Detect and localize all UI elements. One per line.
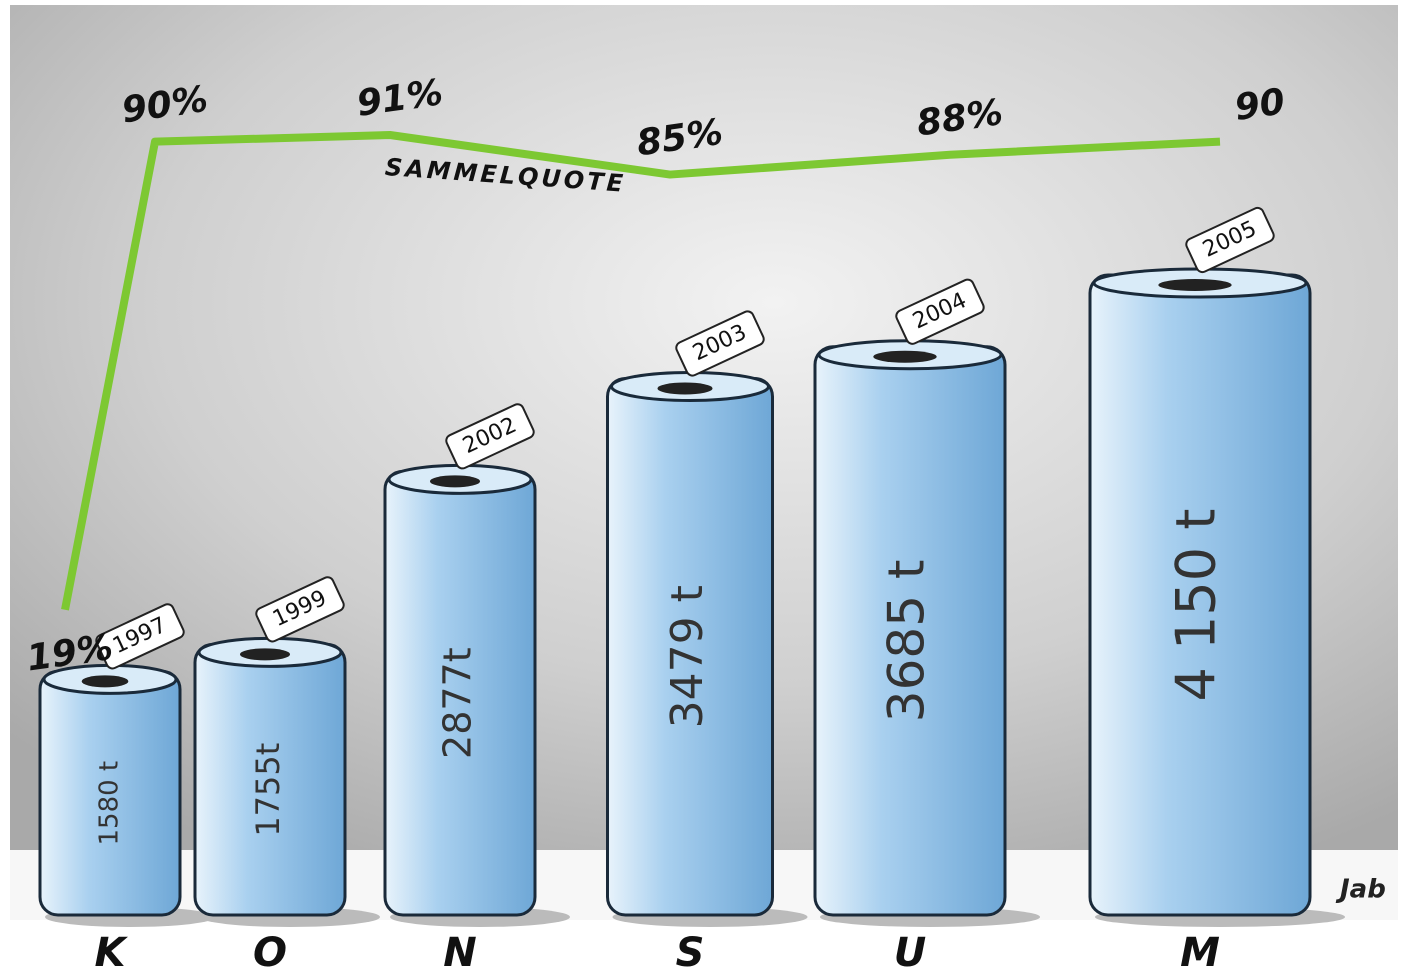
- letter: U: [894, 930, 926, 975]
- can-opening: [658, 382, 713, 394]
- value-label: 1755t: [249, 743, 287, 837]
- chart: 1580 t1997K1755t1999O2877t2002N3479 t200…: [0, 0, 1405, 975]
- can-opening: [240, 648, 290, 660]
- can-opening: [430, 475, 480, 487]
- value-label: 3479 t: [662, 585, 713, 728]
- value-label: 1580 t: [95, 761, 125, 846]
- letter: O: [253, 930, 287, 975]
- value-label: 4 150 t: [1165, 509, 1228, 702]
- letter: N: [443, 930, 476, 975]
- value-label: 3685 t: [878, 559, 936, 722]
- letter: S: [676, 930, 705, 975]
- can-opening: [82, 675, 129, 687]
- signature: Jab: [1335, 875, 1386, 905]
- value-label: 90: [1232, 81, 1287, 129]
- value-label: 2877t: [436, 647, 480, 759]
- letter: M: [1180, 930, 1220, 975]
- letter: K: [95, 930, 129, 975]
- can-opening: [1158, 279, 1231, 291]
- can-opening: [873, 351, 936, 363]
